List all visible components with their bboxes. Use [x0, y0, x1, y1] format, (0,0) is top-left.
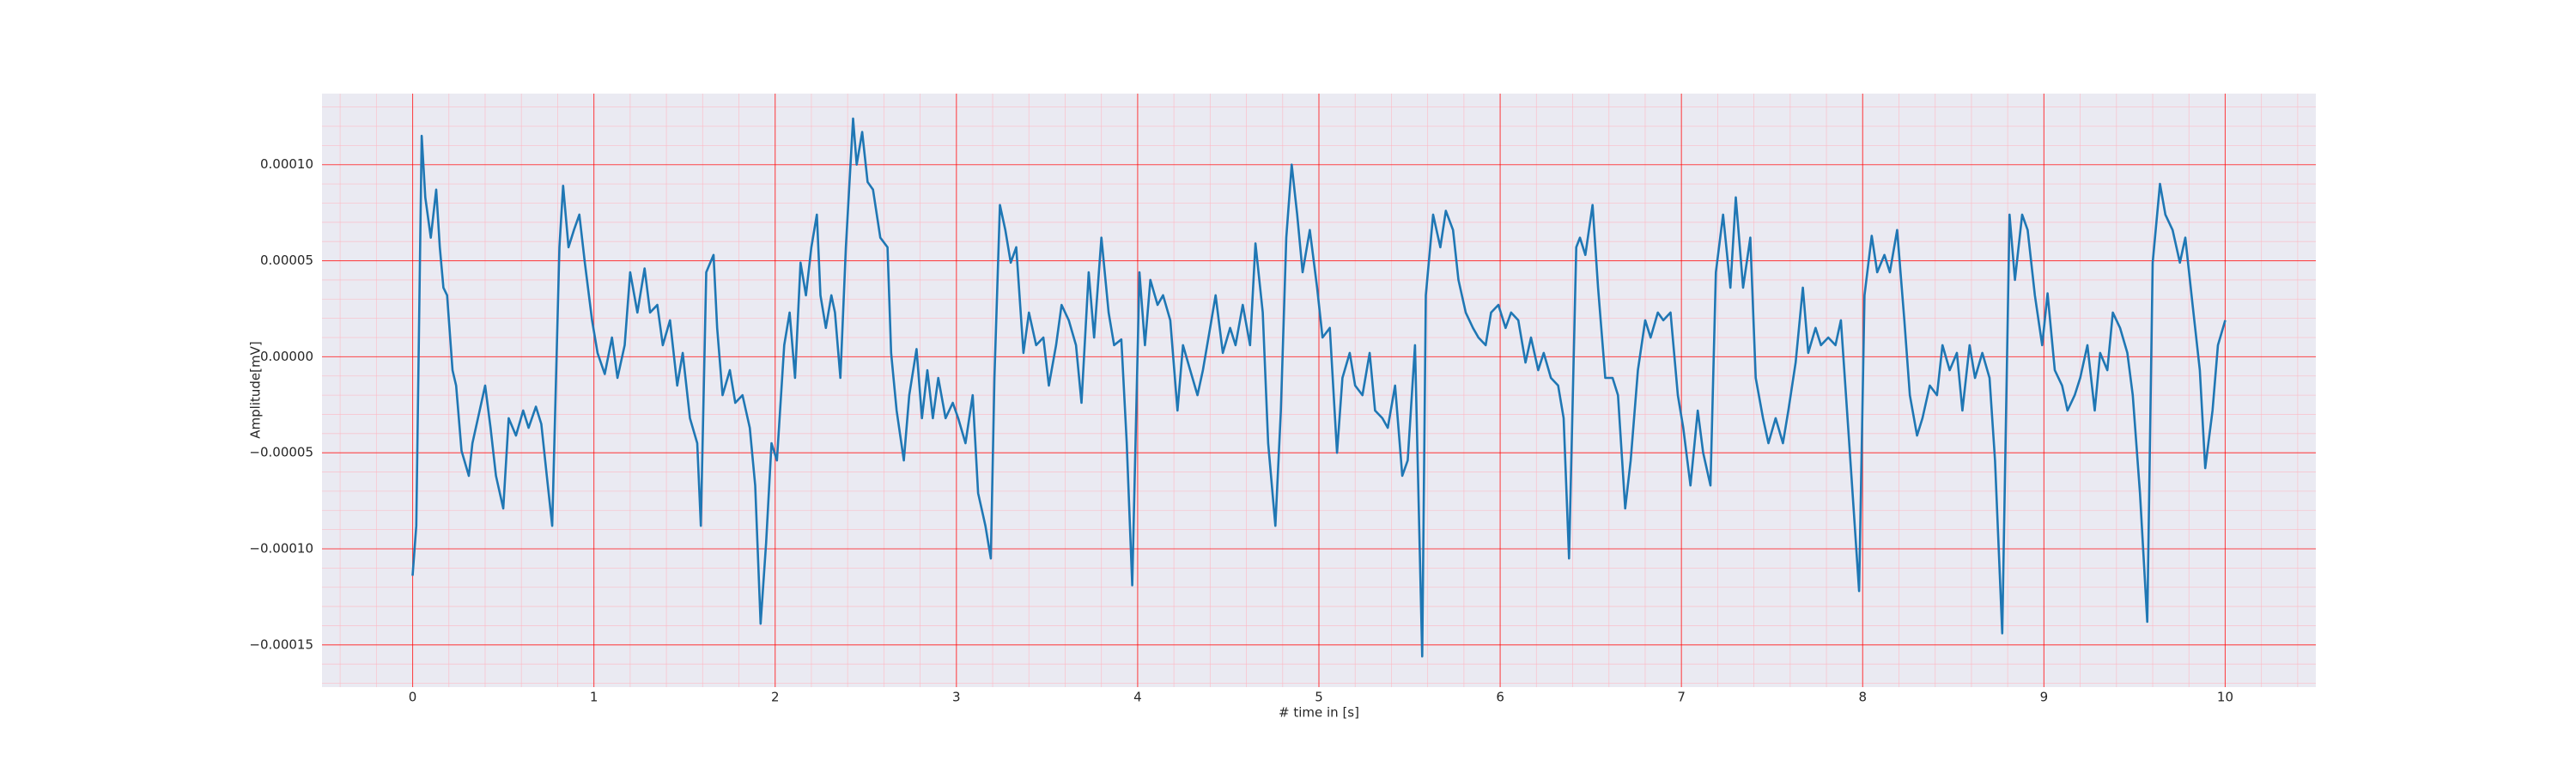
- x-tick-label: 10: [2217, 690, 2233, 705]
- x-tick-label: 9: [2040, 690, 2049, 705]
- x-tick-label: 8: [1858, 690, 1867, 705]
- x-tick-label: 7: [1677, 690, 1686, 705]
- x-tick-label: 5: [1315, 690, 1323, 705]
- y-tick-label: −0.00010: [249, 540, 313, 556]
- y-tick-label: 0.00000: [260, 349, 313, 364]
- y-tick-label: 0.00010: [260, 156, 313, 172]
- x-tick-label: 1: [590, 690, 598, 705]
- y-tick-label: 0.00005: [260, 253, 313, 268]
- x-tick-label: 0: [409, 690, 417, 705]
- x-tick-label: 6: [1496, 690, 1504, 705]
- x-tick-label: 3: [952, 690, 961, 705]
- y-axis-label: Amplitude[mV]: [248, 341, 264, 438]
- x-axis-label: # time in [s]: [1279, 705, 1359, 721]
- y-tick-label: −0.00005: [249, 445, 313, 460]
- x-tick-label: 4: [1133, 690, 1142, 705]
- x-tick-label: 2: [771, 690, 780, 705]
- y-tick-label: −0.00015: [249, 636, 313, 652]
- signal-line: [411, 117, 2227, 658]
- grid: [322, 94, 2316, 687]
